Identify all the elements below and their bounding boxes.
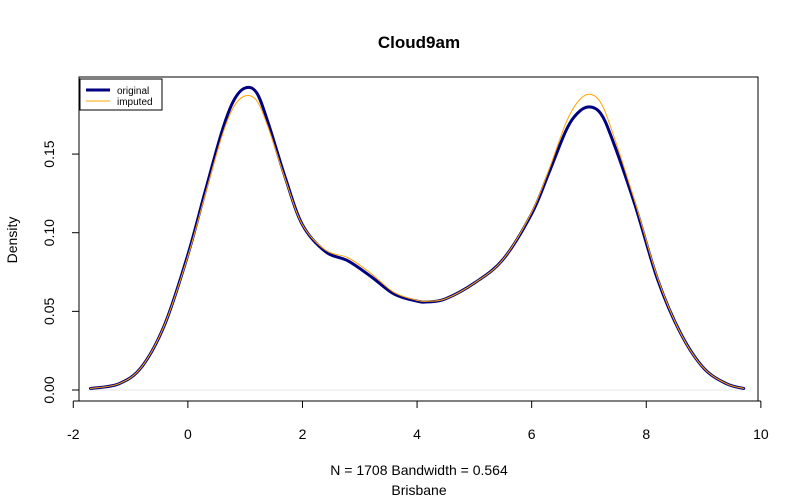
chart-title: Cloud9am — [378, 33, 460, 52]
x-tick-label: 8 — [642, 426, 650, 442]
y-tick-label: 0.10 — [41, 219, 57, 246]
x-tick-label: 0 — [184, 426, 192, 442]
series-line-original — [88, 85, 746, 390]
legend-label-original: original — [117, 86, 149, 97]
y-tick-label: 0.05 — [41, 298, 57, 325]
y-tick-label: 0.15 — [41, 140, 57, 167]
legend: original imputed — [79, 78, 163, 111]
legend-label-imputed: imputed — [117, 97, 153, 108]
plot-marks: -2 0 2 4 6 8 10 0.00 0.05 0.10 0.15 — [41, 76, 769, 442]
x-tick-label: -2 — [67, 426, 80, 442]
y-axis-label: Density — [4, 217, 20, 264]
x-axis-sublabel: Brisbane — [391, 482, 446, 498]
x-tick-label: 6 — [528, 426, 536, 442]
plot-frame — [78, 76, 759, 402]
x-tick-label: 2 — [299, 426, 307, 442]
x-axis-label: N = 1708 Bandwidth = 0.564 — [330, 462, 508, 478]
legend-box — [79, 78, 163, 111]
x-tick-label: 10 — [753, 426, 769, 442]
series-line-imputed — [89, 93, 745, 389]
y-tick-label: 0.00 — [41, 376, 57, 403]
x-tick-label: 4 — [413, 426, 421, 442]
